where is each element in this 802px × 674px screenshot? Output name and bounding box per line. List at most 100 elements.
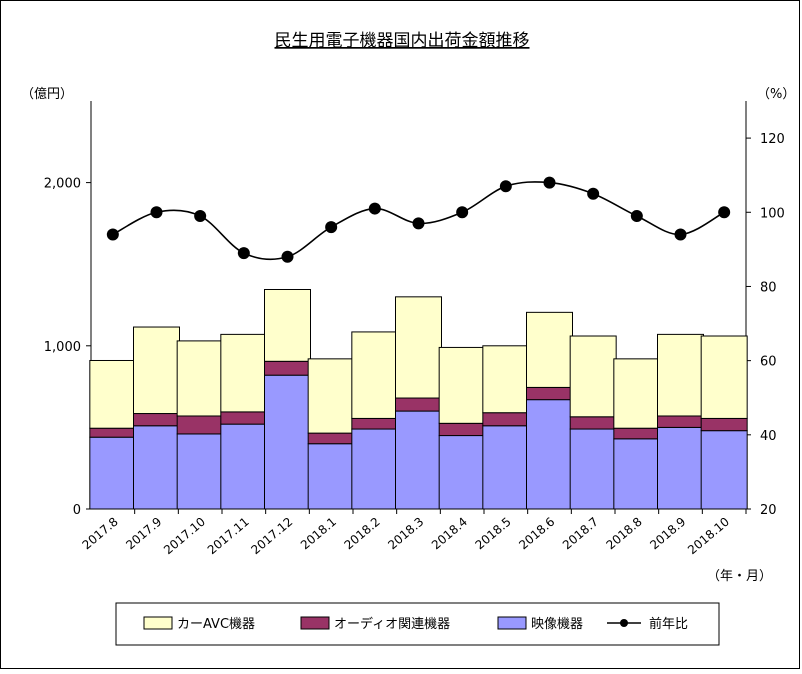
- bar-segment-0: [438, 435, 486, 510]
- x-category-label: 2018.4: [429, 515, 470, 553]
- bar-segment-2: [700, 335, 748, 419]
- x-category-label: 2017.12: [248, 515, 295, 558]
- yoy-point: [281, 250, 294, 263]
- right-tick-label: 120: [760, 132, 785, 147]
- yoy-point: [325, 221, 338, 234]
- left-tick-label: 0: [73, 503, 81, 518]
- bar-segment-2: [133, 326, 180, 415]
- yoy-point: [587, 187, 600, 200]
- bar-segment-1: [133, 413, 180, 427]
- legend-border: [115, 602, 720, 646]
- bar-segment-1: [395, 397, 442, 412]
- bar-segment-0: [264, 374, 311, 510]
- bar-segment-0: [526, 399, 573, 510]
- chart-title: 民生用電子機器国内出荷金額推移: [275, 31, 530, 51]
- bar-segment-1: [482, 412, 530, 427]
- yoy-point: [718, 206, 731, 219]
- yoy-point: [630, 209, 643, 222]
- yoy-point: [150, 206, 163, 219]
- bar-segment-1: [569, 416, 617, 430]
- bar-segment-1: [264, 360, 311, 376]
- bar-segment-1: [613, 427, 661, 440]
- x-category-label: 2018.8: [604, 515, 645, 553]
- bar-segment-2: [220, 333, 268, 413]
- bar-segment-2: [307, 358, 355, 434]
- bar-segment-0: [569, 428, 617, 510]
- bar-segment-1: [657, 415, 704, 428]
- left-tick-label: 2,000: [44, 177, 81, 192]
- x-category-label: 2017.11: [205, 515, 252, 558]
- bar-segment-0: [482, 425, 530, 510]
- right-tick-label: 60: [760, 355, 777, 370]
- right-axis-unit: （%）: [757, 87, 795, 102]
- bar-segment-1: [307, 432, 355, 445]
- legend-swatch-audio: [300, 616, 330, 630]
- yoy-point: [106, 228, 119, 241]
- x-category-label: 2017.8: [80, 515, 121, 553]
- legend: カーAVC機器 オーディオ関連機器 映像機器 前年比: [115, 602, 720, 646]
- legend-label-audio: オーディオ関連機器: [334, 616, 450, 632]
- x-category-label: 2017.9: [123, 515, 164, 553]
- bar-segment-0: [395, 410, 442, 510]
- bar-segment-0: [89, 436, 137, 510]
- bar-segment-2: [395, 296, 442, 399]
- bar-segment-1: [89, 427, 137, 438]
- bar-segment-2: [176, 340, 224, 417]
- x-category-label: 2017.10: [161, 515, 208, 558]
- bar-segment-0: [700, 430, 748, 510]
- right-tick-label: 100: [760, 206, 785, 221]
- bar-segment-2: [613, 358, 661, 429]
- bar-segment-2: [569, 335, 617, 418]
- bar-segment-1: [438, 422, 486, 437]
- bar-segment-0: [613, 438, 661, 510]
- bar-segment-1: [351, 417, 399, 430]
- bar-segment-0: [220, 423, 268, 510]
- yoy-point: [543, 176, 556, 189]
- bar-segment-2: [526, 311, 573, 388]
- left-tick-label: 1,000: [44, 340, 81, 355]
- left-axis-unit: （億円）: [21, 86, 73, 102]
- legend-label-yoy: 前年比: [649, 616, 688, 632]
- yoy-point: [412, 217, 425, 230]
- bar-segment-0: [176, 433, 224, 510]
- bar-segment-0: [351, 428, 399, 510]
- yoy-point: [194, 209, 207, 222]
- bar-segment-0: [657, 426, 704, 510]
- bar-segment-0: [133, 425, 180, 510]
- yoy-point: [456, 206, 469, 219]
- legend-swatch-car-avc: [143, 616, 173, 630]
- right-tick-label: 40: [760, 429, 777, 444]
- bar-segment-1: [220, 411, 268, 425]
- bar-segment-2: [482, 345, 530, 414]
- legend-label-car-avc: カーAVC機器: [177, 617, 255, 632]
- right-tick-label: 80: [760, 280, 777, 295]
- right-tick-label: 20: [760, 503, 777, 518]
- legend-marker-yoy: [620, 619, 628, 627]
- x-category-label: 2018.5: [473, 515, 514, 553]
- yoy-point: [237, 247, 250, 260]
- x-category-label: 2018.6: [516, 515, 557, 553]
- bar-segment-0: [307, 443, 355, 510]
- bar-segment-2: [438, 346, 486, 424]
- yoy-point: [674, 228, 687, 241]
- yoy-point: [368, 202, 381, 215]
- bar-segment-2: [89, 359, 137, 429]
- legend-swatch-video: [497, 616, 527, 630]
- x-axis-unit: （年・月）: [707, 569, 772, 584]
- yoy-point: [499, 180, 512, 193]
- x-category-label: 2018.2: [342, 515, 383, 553]
- bar-segment-2: [657, 333, 704, 417]
- x-category-label: 2018.1: [298, 515, 339, 553]
- bar-segment-1: [526, 386, 573, 401]
- legend-label-video: 映像機器: [531, 617, 583, 632]
- bar-segment-2: [264, 288, 311, 362]
- bar-segment-1: [700, 417, 748, 432]
- x-category-label: 2018.3: [385, 515, 426, 553]
- x-category-label: 2018.10: [685, 515, 732, 558]
- x-category-label: 2018.7: [560, 515, 601, 553]
- bar-segment-1: [176, 415, 224, 435]
- bar-segment-2: [351, 331, 399, 419]
